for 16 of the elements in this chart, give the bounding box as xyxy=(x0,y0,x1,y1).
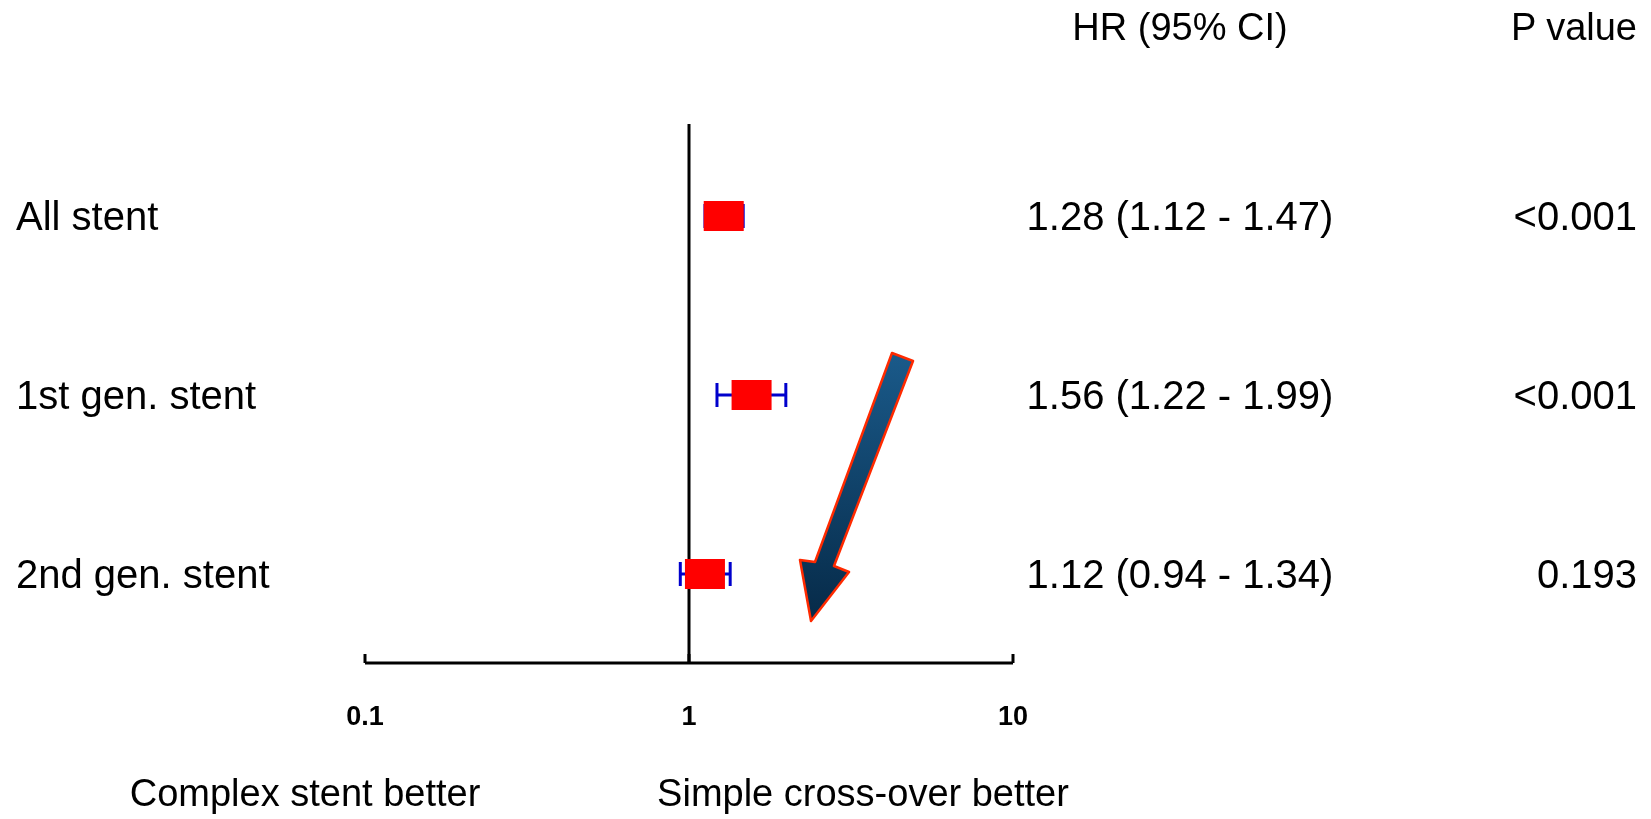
text: 0.193 xyxy=(1536,552,1637,596)
y-tick-label: 2nd gen. stent xyxy=(16,552,270,596)
text: <0.001 xyxy=(1513,194,1637,238)
data-label: 1.56 (1.22 - 1.99) xyxy=(1026,373,1334,417)
text: Complex stent better xyxy=(129,772,481,814)
y-tick-label: 1st gen. stent xyxy=(16,373,257,417)
y-tick-label: All stent xyxy=(16,194,159,238)
x-tick-label: 10 xyxy=(997,701,1029,732)
text: HR (95% CI) xyxy=(1072,6,1288,48)
x-tick-label: 0.1 xyxy=(346,701,384,732)
text: P value xyxy=(1510,6,1637,48)
x-tick-label: 1 xyxy=(681,701,697,732)
data-label: 1.28 (1.12 - 1.47) xyxy=(1026,194,1334,238)
text: Simple cross-over better xyxy=(657,772,1070,814)
text: <0.001 xyxy=(1513,373,1637,417)
data-label: 1.12 (0.94 - 1.34) xyxy=(1026,552,1334,596)
